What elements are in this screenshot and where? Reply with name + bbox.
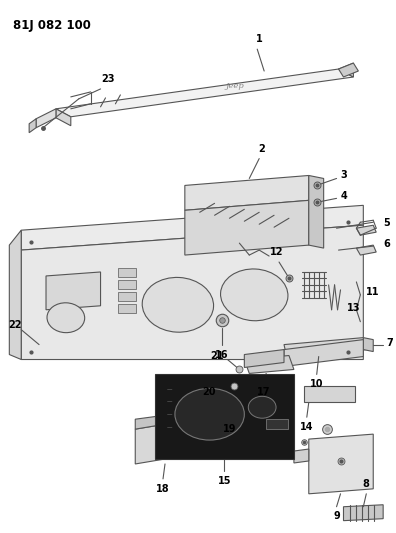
Polygon shape: [356, 245, 376, 255]
Polygon shape: [185, 175, 309, 211]
Ellipse shape: [142, 277, 213, 332]
Text: Jeep: Jeep: [225, 82, 244, 90]
Bar: [118, 268, 136, 277]
Text: —: —: [167, 400, 173, 405]
Polygon shape: [339, 63, 353, 77]
Text: 8: 8: [363, 479, 370, 489]
Ellipse shape: [221, 269, 288, 321]
Polygon shape: [195, 411, 205, 459]
Polygon shape: [294, 449, 309, 463]
Polygon shape: [135, 419, 195, 464]
Text: 3: 3: [341, 171, 347, 181]
Polygon shape: [244, 356, 294, 374]
Polygon shape: [339, 63, 358, 77]
Polygon shape: [185, 200, 309, 255]
Polygon shape: [309, 175, 324, 248]
Polygon shape: [46, 272, 101, 310]
Text: 13: 13: [346, 303, 360, 313]
Text: 16: 16: [215, 350, 228, 360]
Text: 2: 2: [258, 143, 265, 154]
Polygon shape: [343, 505, 383, 521]
Bar: [118, 292, 136, 301]
Text: 17: 17: [257, 387, 271, 398]
Polygon shape: [284, 337, 366, 358]
Polygon shape: [29, 119, 36, 133]
Text: —: —: [167, 413, 173, 418]
Text: 11: 11: [366, 287, 380, 297]
Polygon shape: [36, 109, 56, 128]
Text: 7: 7: [386, 337, 393, 348]
Polygon shape: [363, 337, 373, 352]
Polygon shape: [10, 230, 21, 360]
Text: —: —: [167, 387, 173, 392]
Text: 21: 21: [210, 351, 223, 360]
Text: —: —: [167, 426, 173, 431]
Text: 12: 12: [270, 247, 284, 257]
Ellipse shape: [47, 303, 85, 333]
Text: 14: 14: [300, 422, 314, 432]
Text: 20: 20: [202, 387, 215, 397]
Text: 15: 15: [218, 476, 231, 486]
Polygon shape: [56, 69, 353, 117]
Polygon shape: [221, 394, 248, 410]
Bar: [266, 419, 288, 429]
Text: 5: 5: [383, 218, 390, 228]
Polygon shape: [56, 109, 71, 126]
Polygon shape: [284, 340, 363, 367]
Text: 19: 19: [223, 424, 236, 434]
Polygon shape: [21, 205, 363, 250]
Text: 6: 6: [383, 239, 390, 249]
Bar: [304, 386, 355, 402]
Text: 23: 23: [102, 74, 115, 84]
Bar: [118, 304, 136, 313]
Bar: [155, 375, 294, 459]
Polygon shape: [244, 350, 284, 367]
Text: 22: 22: [9, 320, 22, 330]
Bar: [118, 280, 136, 289]
Text: 9: 9: [333, 511, 340, 521]
Polygon shape: [309, 434, 373, 494]
Text: 18: 18: [156, 484, 170, 494]
Ellipse shape: [175, 389, 244, 440]
Text: 81J 082 100: 81J 082 100: [13, 19, 91, 33]
Text: 1: 1: [256, 34, 263, 44]
Text: 4: 4: [341, 191, 347, 201]
Polygon shape: [356, 225, 376, 235]
Polygon shape: [135, 411, 195, 429]
Polygon shape: [21, 225, 363, 360]
Ellipse shape: [248, 397, 276, 418]
Text: 10: 10: [310, 379, 324, 390]
